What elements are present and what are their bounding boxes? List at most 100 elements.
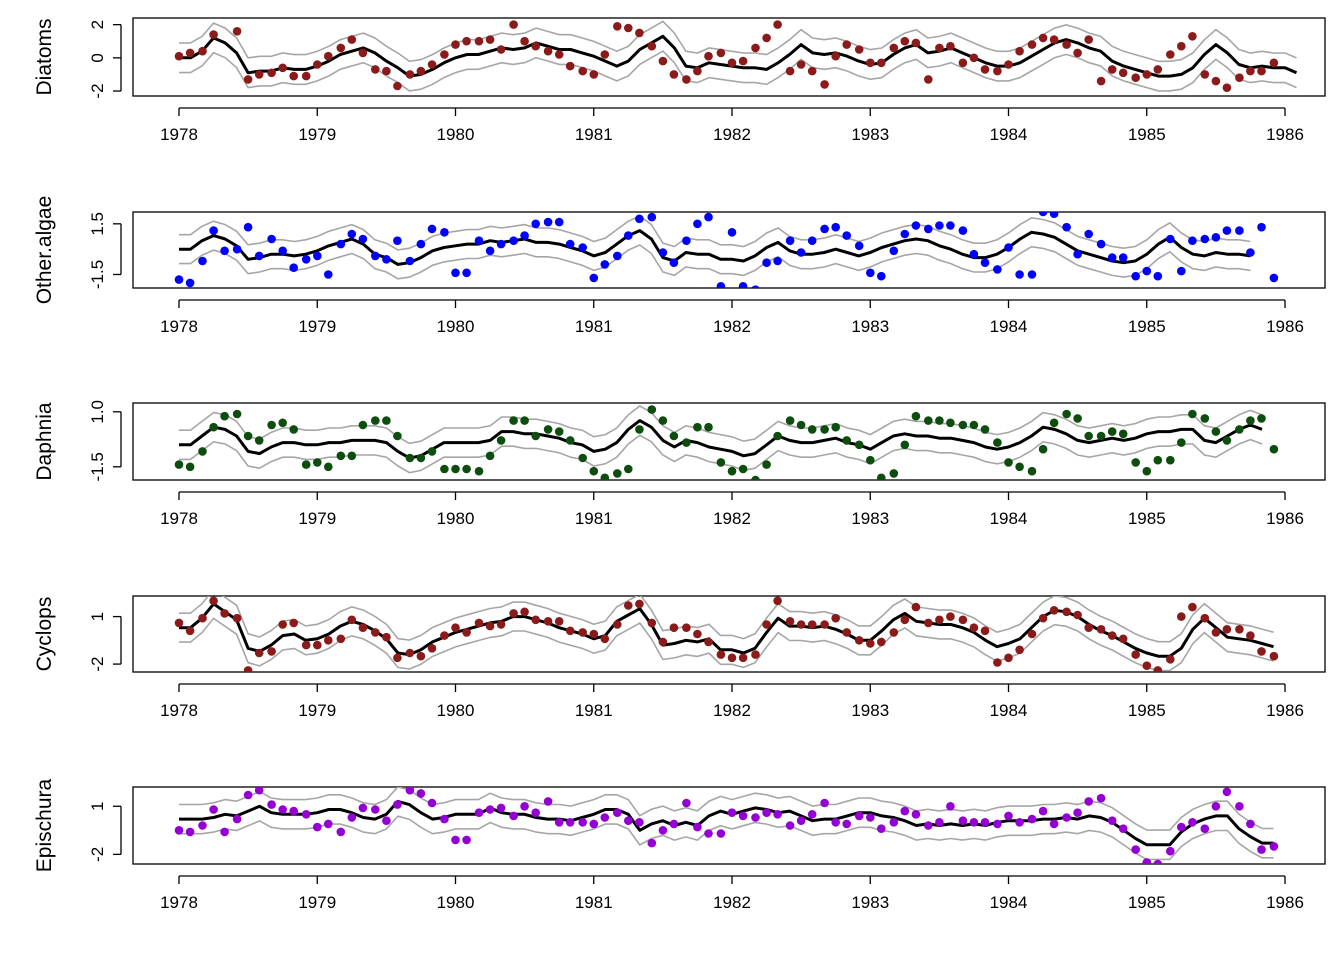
data-point [358, 48, 368, 58]
data-point [635, 818, 644, 827]
data-point [393, 81, 402, 91]
data-point [174, 275, 184, 284]
data-point [624, 816, 633, 825]
data-point [589, 466, 599, 476]
data-point [854, 241, 864, 251]
data-point [958, 816, 968, 825]
data-point [1235, 73, 1244, 82]
data-point [1200, 414, 1210, 423]
data-point [1073, 414, 1082, 423]
data-point [669, 431, 679, 441]
data-point [762, 460, 771, 469]
x-tick-label: 1985 [1128, 701, 1166, 720]
y-tick-label: -2 [88, 847, 107, 862]
x-tick-label: 1983 [851, 125, 889, 144]
data-point [682, 236, 691, 245]
x-tick-label: 1984 [990, 701, 1028, 720]
data-point [682, 798, 691, 808]
data-point [278, 805, 288, 814]
data-point [313, 640, 322, 650]
data-point [1062, 222, 1071, 232]
lower-ci-line [179, 617, 1274, 672]
data-point [520, 607, 529, 617]
data-point [485, 621, 495, 631]
data-point [1257, 414, 1266, 423]
data-point [462, 36, 471, 46]
data-point [289, 806, 299, 816]
data-point [716, 48, 726, 58]
data-point [935, 818, 944, 827]
data-point [301, 71, 311, 81]
x-tick-label: 1983 [851, 317, 889, 336]
data-point [877, 58, 886, 68]
data-point [554, 217, 564, 227]
x-tick-label: 1982 [713, 509, 751, 528]
data-point [693, 422, 702, 432]
data-point [254, 787, 264, 795]
data-point [1073, 48, 1082, 58]
data-point [669, 258, 679, 268]
data-point [393, 431, 402, 441]
data-point [278, 63, 288, 73]
data-point [877, 637, 886, 647]
data-point [900, 440, 910, 450]
data-point [693, 219, 702, 229]
data-point [1015, 818, 1024, 827]
data-point [831, 422, 840, 432]
data-point [509, 416, 518, 425]
data-point [1062, 607, 1071, 617]
data-point [554, 50, 564, 59]
data-point [174, 460, 184, 469]
data-point [278, 620, 288, 629]
data-point [531, 431, 540, 441]
fitted-line [179, 34, 1298, 78]
data-point [485, 805, 495, 814]
data-point [935, 416, 944, 425]
data-point [278, 418, 288, 428]
data-point [1073, 610, 1082, 620]
data-point [1200, 613, 1210, 623]
plot-area [174, 212, 1279, 288]
data-point [785, 416, 795, 425]
data-point [427, 447, 437, 456]
data-point [520, 231, 529, 240]
plot-frame [132, 786, 1326, 865]
data-point [946, 802, 955, 811]
x-tick-label: 1981 [575, 125, 613, 144]
x-tick-label: 1981 [575, 701, 613, 720]
data-point [935, 615, 944, 625]
data-point [589, 70, 599, 79]
data-point [289, 425, 299, 434]
data-point [658, 637, 668, 647]
x-tick-label: 1984 [990, 509, 1028, 528]
y-axis-label: Diatoms [33, 18, 56, 95]
y-tick-label: -2 [88, 83, 107, 98]
data-point [969, 249, 979, 259]
data-point [1049, 35, 1059, 44]
data-point [1004, 243, 1013, 252]
data-point [911, 810, 921, 819]
y-axis-label: Cyclops [33, 597, 56, 672]
data-point [854, 811, 864, 821]
data-point [358, 420, 368, 430]
data-point [1246, 819, 1255, 829]
data-point [993, 66, 1002, 76]
data-point [543, 217, 553, 227]
data-point [613, 808, 622, 817]
data-point [382, 416, 391, 425]
data-point [520, 802, 529, 811]
data-point [1027, 270, 1037, 279]
data-point [474, 36, 484, 46]
x-tick-label: 1984 [990, 893, 1028, 912]
data-point [1188, 602, 1197, 612]
data-point [543, 617, 553, 626]
data-point [1246, 416, 1255, 425]
data-point [693, 66, 702, 76]
data-point [969, 818, 979, 827]
data-point [1062, 813, 1071, 822]
data-point [209, 30, 218, 39]
data-point [1142, 661, 1152, 670]
data-point [820, 798, 829, 808]
data-point [993, 265, 1002, 274]
panel-epischura: -2 1 Epischura 1978 1979 1980 1981 1982 1983 1984… [33, 778, 1326, 912]
